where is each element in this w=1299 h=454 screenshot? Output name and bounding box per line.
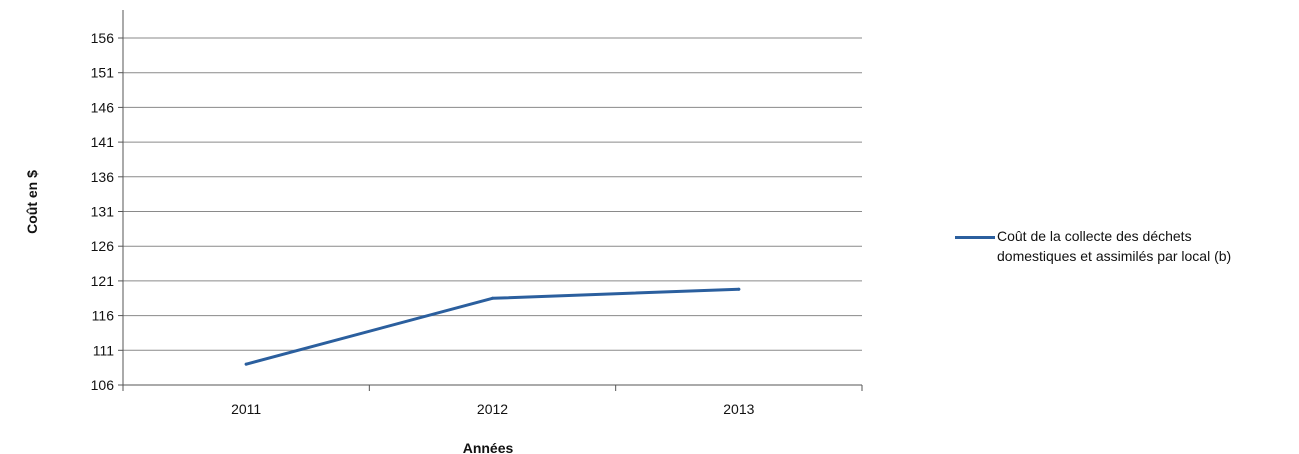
x-tick-label: 2011	[231, 401, 261, 417]
y-tick-label: 141	[91, 134, 115, 150]
legend-label: Coût de la collecte des déchets domestiq…	[997, 228, 1232, 264]
y-tick-label: 146	[91, 99, 115, 115]
legend-swatch	[955, 236, 995, 239]
y-tick-label: 111	[93, 342, 114, 358]
x-axis-ticks: 2011 2012 2013	[122, 385, 863, 417]
x-tick-label: 2012	[477, 401, 508, 417]
data-point	[244, 362, 248, 366]
series-lines	[244, 287, 741, 366]
y-axis-title: Coût en $	[24, 170, 40, 234]
gridlines	[123, 37, 862, 351]
data-point	[737, 287, 741, 291]
axes	[122, 10, 862, 386]
y-tick-label: 126	[91, 238, 115, 254]
y-tick-label: 131	[91, 204, 115, 220]
y-tick-label: 106	[91, 377, 115, 393]
legend: Coût de la collecte des déchets domestiq…	[955, 226, 1295, 266]
y-tick-label: 116	[92, 308, 115, 324]
y-tick-label: 121	[91, 273, 115, 289]
data-point	[491, 296, 494, 300]
y-tick-label: 136	[91, 169, 115, 185]
x-tick-label: 2013	[723, 401, 754, 417]
y-tick-label: 156	[91, 30, 115, 46]
y-tick-label: 151	[91, 65, 115, 81]
x-axis-title: Années	[463, 440, 514, 454]
series-line	[244, 287, 741, 366]
y-axis-ticks: 156 151 146 141 136 131 126 121 116 111 106	[91, 30, 123, 393]
